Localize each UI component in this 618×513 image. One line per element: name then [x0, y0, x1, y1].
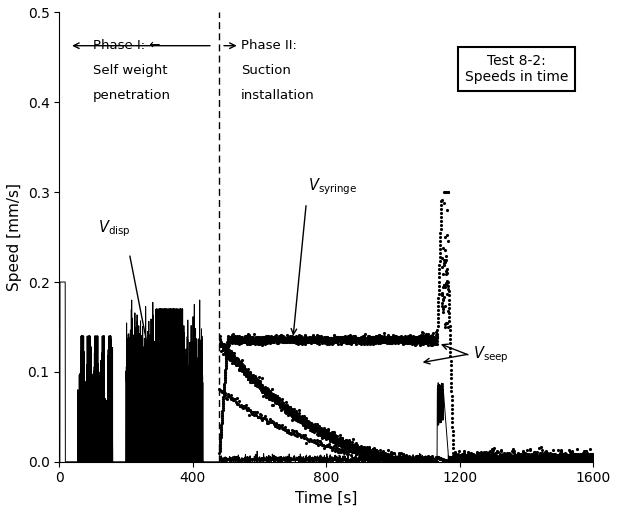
Text: Suction: Suction — [241, 64, 291, 77]
Text: Self weight: Self weight — [93, 64, 167, 77]
Text: Phase II:: Phase II: — [241, 39, 297, 52]
Text: Test 8-2:
Speeds in time: Test 8-2: Speeds in time — [465, 54, 569, 84]
Text: $V_\mathregular{syringe}$: $V_\mathregular{syringe}$ — [308, 176, 357, 196]
Text: penetration: penetration — [93, 89, 171, 102]
Text: $V_\mathregular{seep}$: $V_\mathregular{seep}$ — [473, 345, 509, 365]
Text: $V_\mathregular{disp}$: $V_\mathregular{disp}$ — [98, 219, 130, 239]
Y-axis label: Speed [mm/s]: Speed [mm/s] — [7, 183, 22, 291]
Text: installation: installation — [241, 89, 315, 102]
Text: Phase I: ←: Phase I: ← — [93, 39, 160, 52]
X-axis label: Time [s]: Time [s] — [295, 491, 358, 506]
